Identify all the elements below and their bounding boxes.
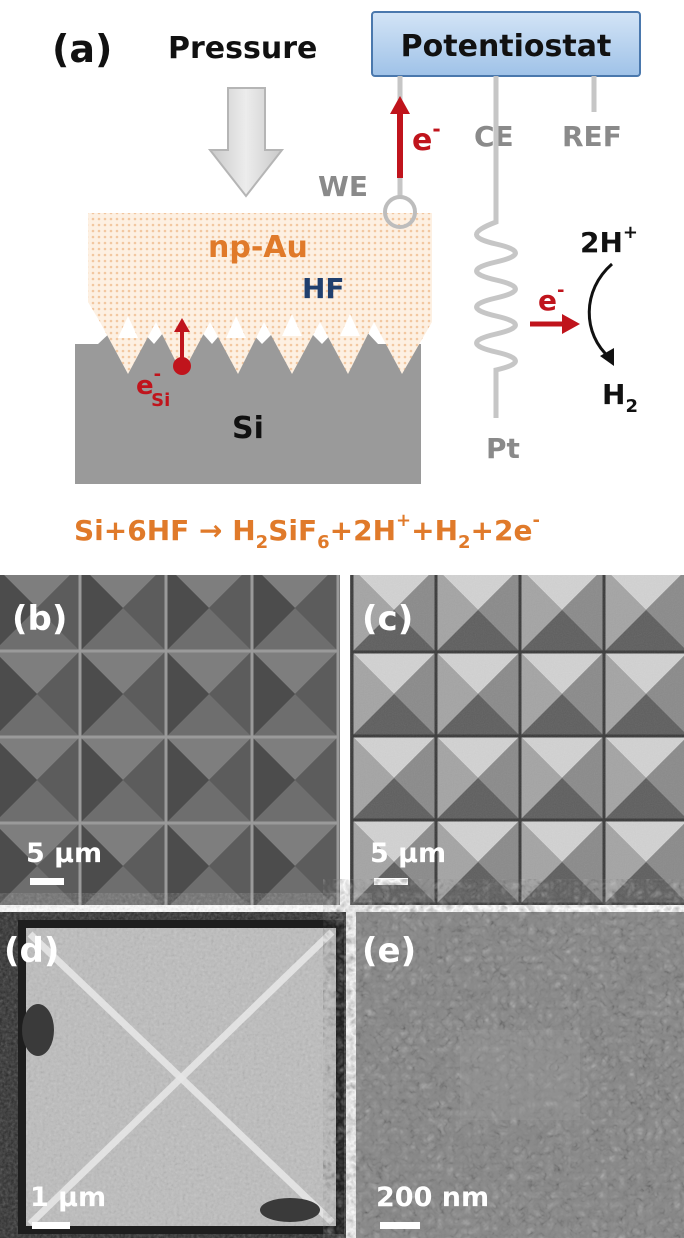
pressure-arrow <box>207 87 285 198</box>
hf-label: HF <box>302 272 345 305</box>
pt-electron-label: e- <box>538 280 564 317</box>
reaction-arrowhead <box>600 348 614 366</box>
panel-b-letter: (b) <box>12 599 67 639</box>
proton-label: 2H+ <box>580 222 638 259</box>
pt-coil <box>474 112 518 418</box>
gap-1 <box>118 316 138 338</box>
reaction-equation: Si+6HF → H2SiF6+2H++H2+2e- <box>74 510 540 553</box>
esi-dot <box>173 357 191 375</box>
reaction-arrow <box>587 262 613 360</box>
panel-b-scale-bar <box>30 878 64 885</box>
panel-d-scale-label: 1 µm <box>30 1182 106 1213</box>
we-label: WE <box>318 170 368 203</box>
we-electron-arrowhead <box>390 96 410 114</box>
potentiostat-label: Potentiostat <box>401 29 612 64</box>
gap-4 <box>340 314 360 336</box>
panel-a: (a) Pressure Potentiostat e- WE CE REF n… <box>52 11 641 484</box>
gap-2 <box>226 316 246 338</box>
pressure-label: Pressure <box>168 31 317 66</box>
ref-label: REF <box>562 120 622 153</box>
np-au-label: np-Au <box>208 230 308 265</box>
esi-label: e-Si <box>136 364 170 411</box>
panel-d-scale-bar <box>32 1222 70 1229</box>
panel-e-scale-label: 200 nm <box>376 1182 489 1213</box>
pt-electron-arrowhead <box>562 314 580 334</box>
panel-a-letter: (a) <box>52 27 112 71</box>
h2-label: H2 <box>602 378 638 417</box>
panel-d-letter: (d) <box>4 931 59 971</box>
we-electron-label: e- <box>412 117 441 158</box>
we-contact <box>383 195 417 229</box>
pt-label: Pt <box>486 432 520 465</box>
panel-e-letter: (e) <box>362 931 416 971</box>
panel-b <box>0 575 340 905</box>
panel-c-scale-label: 5 µm <box>370 838 446 869</box>
esi-arrowhead <box>174 318 190 332</box>
panel-e-scale-bar <box>380 1222 420 1229</box>
panel-e <box>356 912 684 1238</box>
panel-d <box>0 912 346 1238</box>
gap-3 <box>282 314 302 336</box>
panel-b-scale-label: 5 µm <box>26 838 102 869</box>
si-label: Si <box>232 411 264 446</box>
panel-c-scale-bar <box>374 878 408 885</box>
pyramid-grid-b <box>0 575 340 905</box>
potentiostat-box <box>371 11 641 77</box>
panel-c <box>350 575 684 905</box>
panel-c-letter: (c) <box>362 599 413 639</box>
silicon-substrate <box>75 344 421 484</box>
